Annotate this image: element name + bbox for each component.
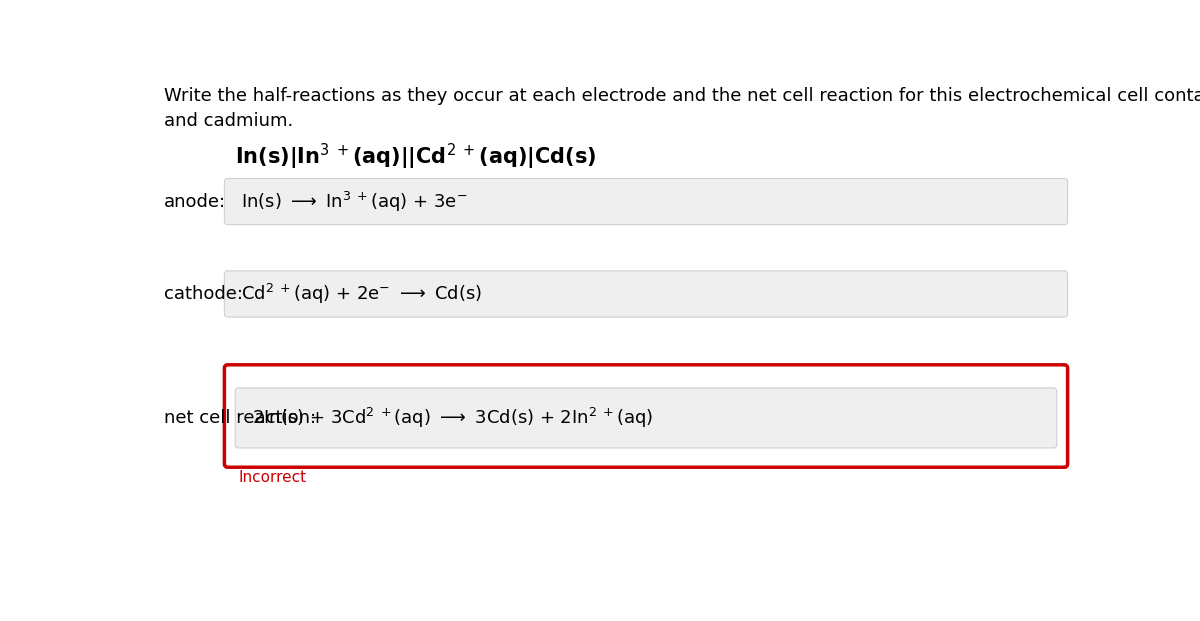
Text: 2In(s) + 3Cd$^{2\ +}$(aq) $\longrightarrow$ 3Cd(s) + 2In$^{2\ +}$(aq): 2In(s) + 3Cd$^{2\ +}$(aq) $\longrightarr…	[252, 406, 654, 430]
Text: Cd$^{2\ +}$(aq) + 2e$^{-}$ $\longrightarrow$ Cd(s): Cd$^{2\ +}$(aq) + 2e$^{-}$ $\longrightar…	[241, 282, 482, 306]
FancyBboxPatch shape	[224, 365, 1068, 467]
Text: In(s) $\longrightarrow$ In$^{3\ +}$(aq) + 3e$^{-}$: In(s) $\longrightarrow$ In$^{3\ +}$(aq) …	[241, 189, 468, 214]
Text: cathode:: cathode:	[164, 285, 242, 303]
Text: In(s)|In$^{3\ +}$(aq)||Cd$^{2\ +}$(aq)|Cd(s): In(s)|In$^{3\ +}$(aq)||Cd$^{2\ +}$(aq)|C…	[235, 142, 596, 173]
Text: net cell reaction:: net cell reaction:	[164, 409, 316, 427]
Text: Incorrect: Incorrect	[239, 470, 306, 485]
FancyBboxPatch shape	[224, 271, 1068, 317]
Text: Write the half-reactions as they occur at each electrode and the net cell reacti: Write the half-reactions as they occur a…	[164, 87, 1200, 105]
Text: and cadmium.: and cadmium.	[164, 112, 293, 130]
Text: anode:: anode:	[164, 193, 226, 211]
FancyBboxPatch shape	[224, 178, 1068, 225]
FancyBboxPatch shape	[235, 388, 1057, 448]
